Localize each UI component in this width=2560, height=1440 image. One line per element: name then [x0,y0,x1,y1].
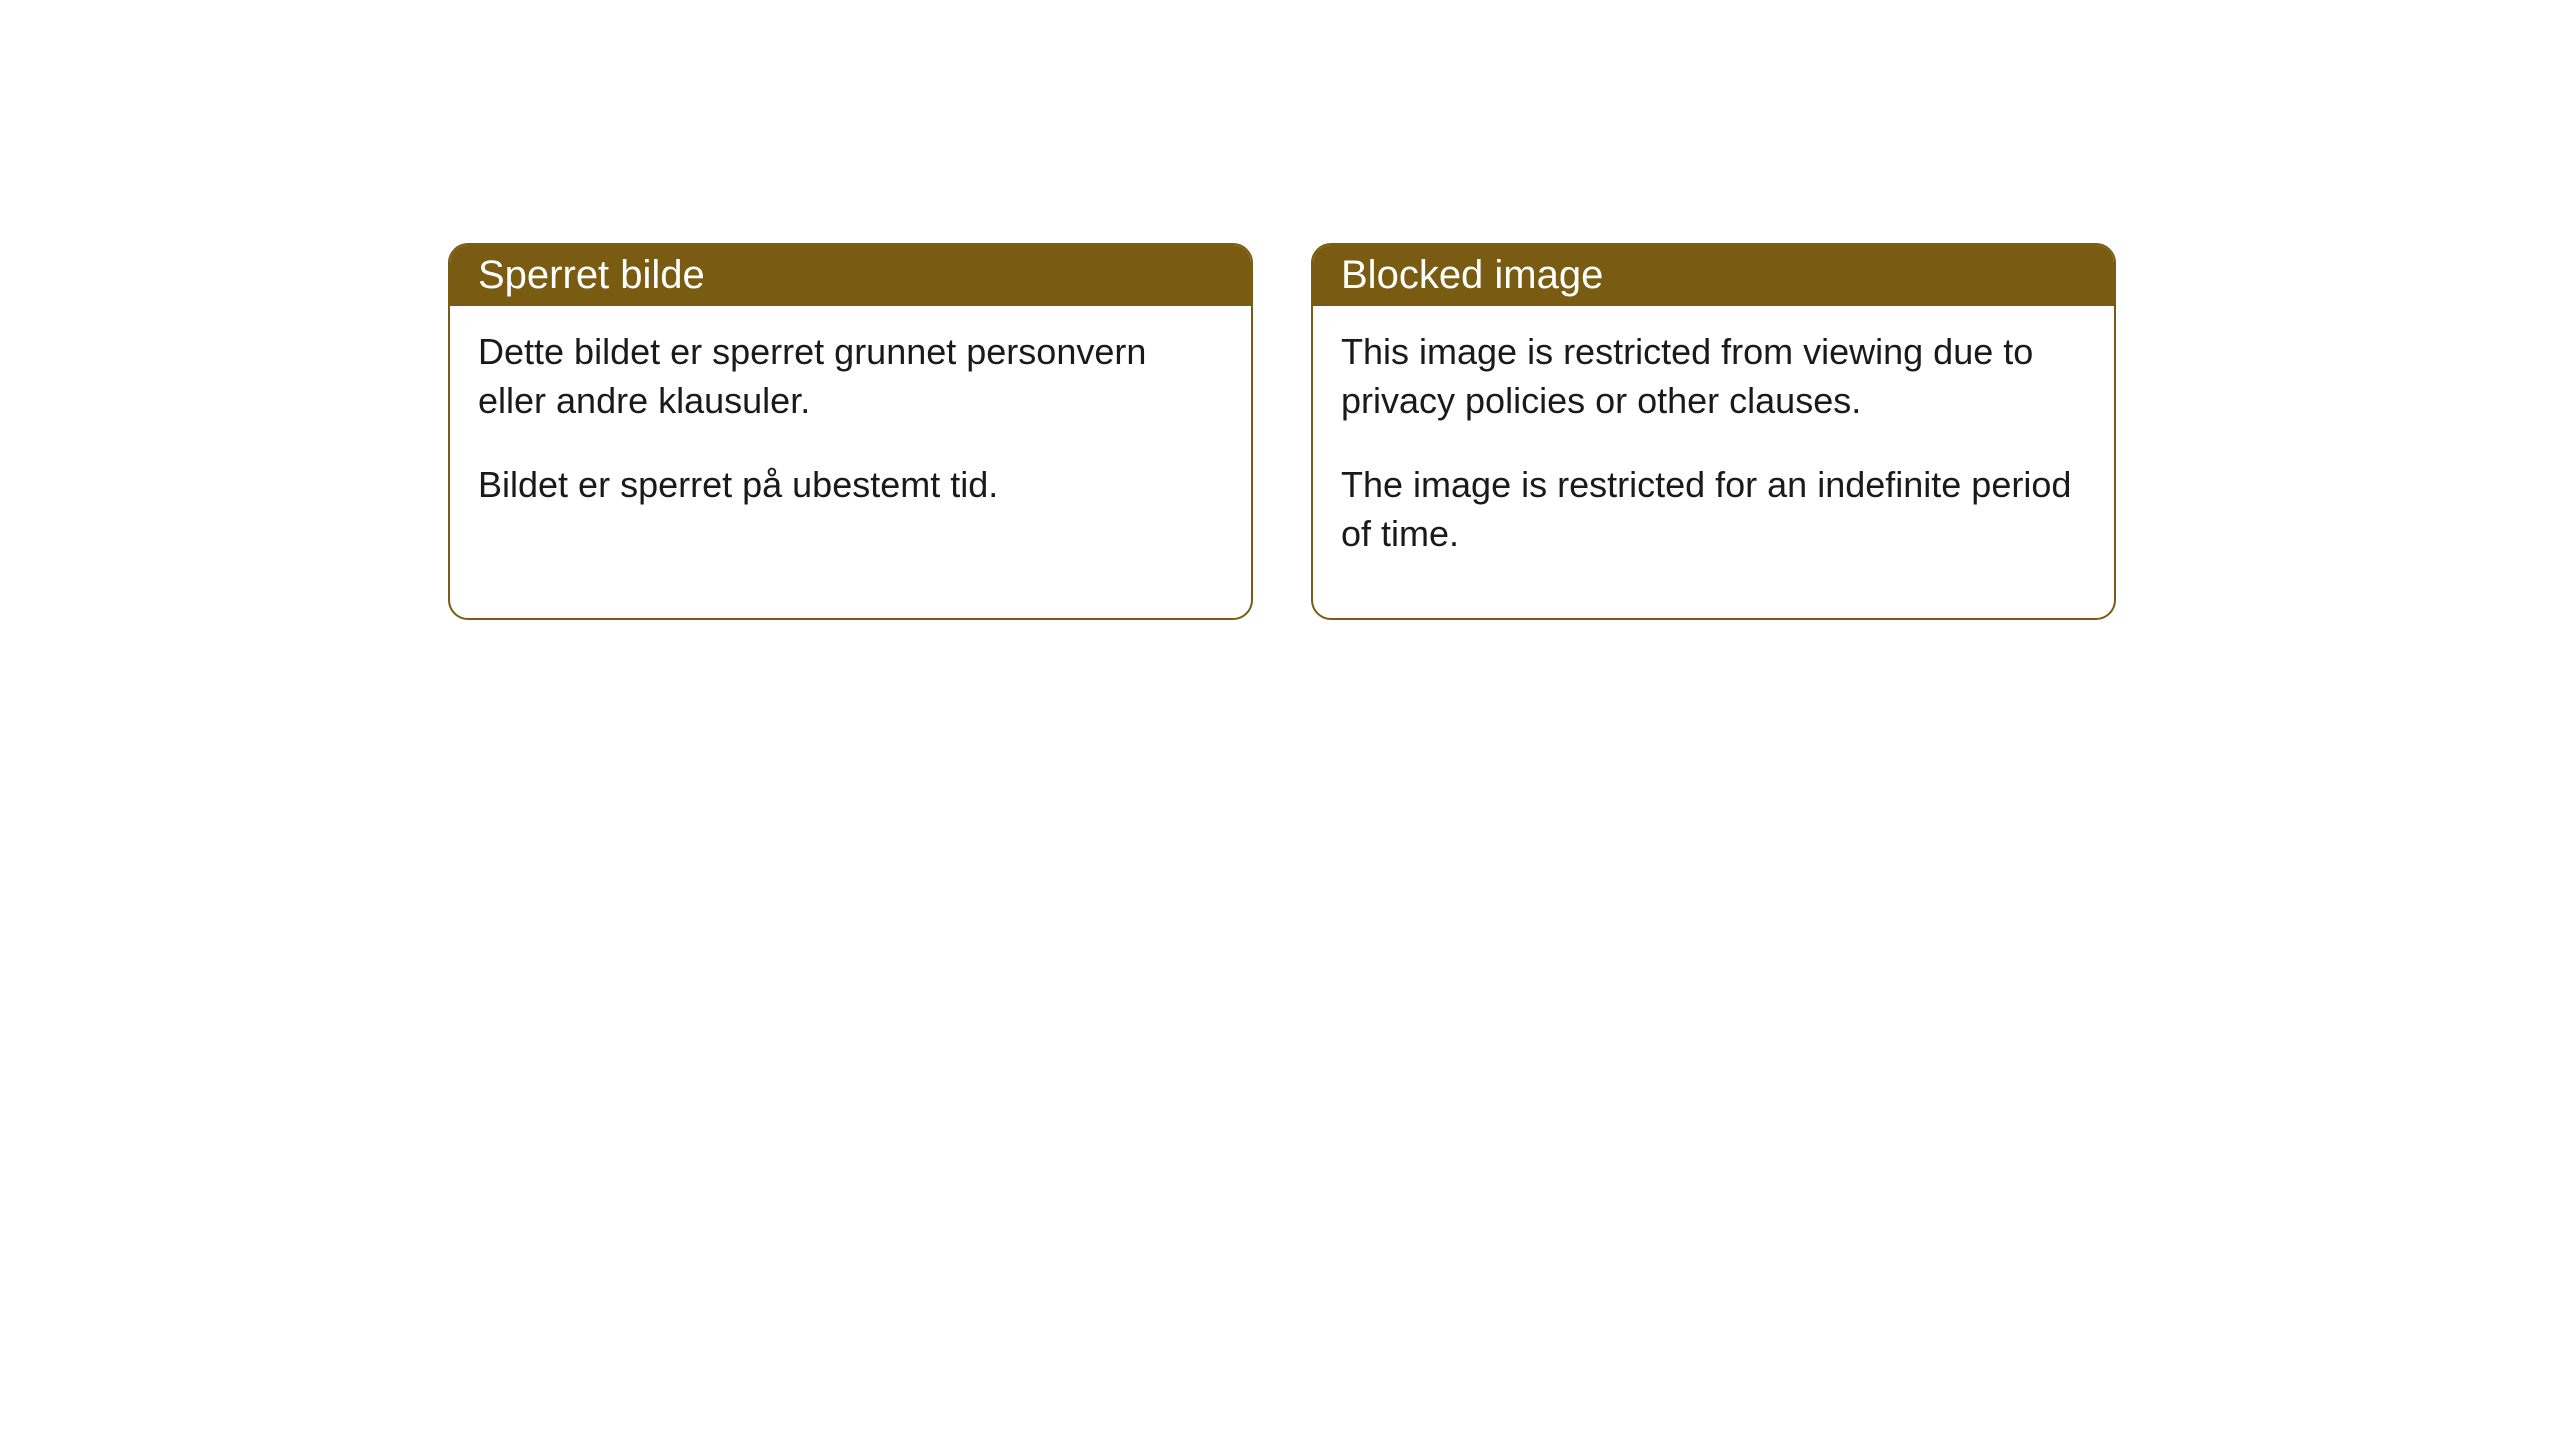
card-title-norwegian: Sperret bilde [450,245,1251,306]
card-paragraph-1: Dette bildet er sperret grunnet personve… [478,328,1223,425]
notice-cards-container: Sperret bilde Dette bildet er sperret gr… [0,0,2560,620]
card-paragraph-2: Bildet er sperret på ubestemt tid. [478,461,1223,510]
card-paragraph-2: The image is restricted for an indefinit… [1341,461,2086,558]
card-title-english: Blocked image [1313,245,2114,306]
card-paragraph-1: This image is restricted from viewing du… [1341,328,2086,425]
blocked-image-card-english: Blocked image This image is restricted f… [1311,243,2116,620]
card-body-english: This image is restricted from viewing du… [1313,306,2114,618]
blocked-image-card-norwegian: Sperret bilde Dette bildet er sperret gr… [448,243,1253,620]
card-body-norwegian: Dette bildet er sperret grunnet personve… [450,306,1251,570]
